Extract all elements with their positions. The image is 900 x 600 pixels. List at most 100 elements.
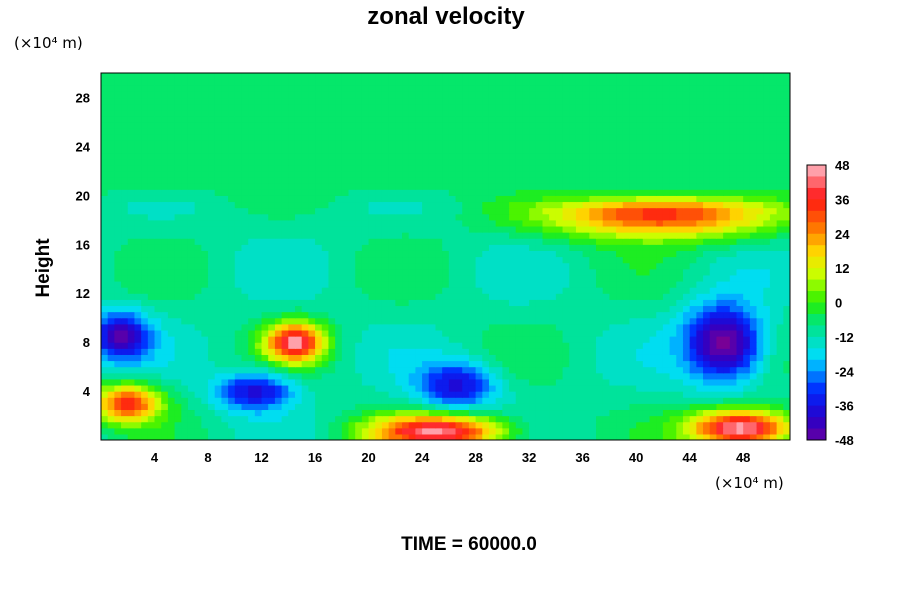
heatmap-cell: [274, 293, 283, 300]
heatmap-cell: [676, 391, 684, 398]
heatmap-cell: [763, 274, 771, 282]
heatmap-cell: [127, 195, 136, 203]
heatmap-cell: [589, 213, 597, 221]
heatmap-cell: [616, 372, 624, 380]
heatmap-cell: [596, 403, 604, 411]
heatmap-cell: [448, 342, 457, 349]
heatmap-cell: [121, 348, 129, 355]
heatmap-cell: [301, 427, 309, 435]
heatmap-cell: [308, 433, 316, 440]
heatmap-cell: [127, 311, 136, 319]
heatmap-cell: [181, 195, 189, 203]
heatmap-cell: [468, 342, 477, 349]
heatmap-cell: [241, 140, 249, 147]
heatmap-cell: [609, 189, 617, 196]
heatmap-cell: [187, 262, 196, 270]
heatmap-cell: [448, 384, 457, 392]
heatmap-cell: [321, 274, 330, 282]
heatmap-cell: [509, 409, 517, 417]
heatmap-cell: [348, 164, 356, 172]
heatmap-cell: [101, 403, 109, 411]
heatmap-cell: [228, 238, 236, 245]
heatmap-cell: [368, 207, 376, 215]
heatmap-cell: [315, 305, 323, 313]
heatmap-cell: [288, 232, 296, 239]
heatmap-cell: [669, 170, 677, 178]
heatmap-cell: [154, 317, 162, 325]
heatmap-cell: [549, 384, 557, 392]
heatmap-cell: [274, 421, 283, 429]
heatmap-cell: [589, 403, 597, 411]
heatmap-cell: [101, 183, 109, 190]
heatmap-cell: [234, 299, 243, 307]
heatmap-cell: [127, 140, 136, 147]
heatmap-cell: [462, 317, 470, 325]
heatmap-cell: [549, 256, 557, 264]
heatmap-cell: [214, 262, 223, 270]
heatmap-cell: [669, 323, 677, 331]
heatmap-cell: [468, 336, 477, 343]
heatmap-cell: [535, 268, 544, 276]
heatmap-cell: [248, 403, 256, 411]
heatmap-cell: [582, 262, 590, 270]
heatmap-cell: [368, 305, 376, 313]
heatmap-cell: [455, 189, 463, 196]
heatmap-cell: [769, 164, 778, 172]
heatmap-cell: [475, 336, 483, 343]
heatmap-cell: [294, 176, 303, 184]
heatmap-cell: [535, 146, 544, 154]
heatmap-cell: [522, 195, 530, 203]
heatmap-cell: [468, 189, 477, 196]
heatmap-cell: [448, 378, 457, 386]
heatmap-cell: [428, 238, 437, 245]
heatmap-cell: [769, 317, 778, 325]
heatmap-cell: [509, 250, 517, 258]
heatmap-cell: [542, 238, 550, 245]
heatmap-cell: [241, 378, 249, 386]
heatmap-cell: [187, 409, 196, 417]
heatmap-cell: [147, 268, 156, 276]
heatmap-cell: [281, 421, 289, 429]
heatmap-cell: [194, 299, 202, 307]
heatmap-cell: [341, 378, 350, 386]
heatmap-cell: [763, 311, 771, 319]
heatmap-cell: [549, 397, 557, 404]
heatmap-cell: [321, 244, 330, 251]
heatmap-cell: [535, 152, 544, 160]
heatmap-cell: [529, 293, 537, 300]
heatmap-cell: [328, 427, 336, 435]
heatmap-cell: [629, 287, 637, 294]
heatmap-cell: [468, 433, 477, 440]
heatmap-cell: [288, 317, 296, 325]
heatmap-cell: [769, 354, 778, 362]
heatmap-cell: [616, 164, 624, 172]
heatmap-cell: [187, 256, 196, 264]
heatmap-cell: [542, 262, 550, 270]
heatmap-cell: [368, 158, 376, 166]
heatmap-cell: [194, 378, 202, 386]
heatmap-cell: [475, 219, 483, 227]
heatmap-cell: [241, 311, 249, 319]
heatmap-cell: [609, 415, 617, 423]
heatmap-cell: [682, 354, 691, 362]
heatmap-cell: [167, 372, 176, 380]
heatmap-cell: [649, 348, 657, 355]
heatmap-cell: [482, 207, 490, 215]
heatmap-cell: [402, 189, 410, 196]
heatmap-cell: [288, 225, 296, 233]
heatmap-cell: [234, 256, 243, 264]
heatmap-cell: [187, 140, 196, 147]
heatmap-cell: [743, 250, 751, 258]
heatmap-cell: [294, 140, 303, 147]
heatmap-cell: [549, 433, 557, 440]
heatmap-cell: [502, 366, 510, 374]
heatmap-cell: [187, 403, 196, 411]
heatmap-cell: [696, 329, 704, 337]
heatmap-cell: [274, 366, 283, 374]
heatmap-cell: [696, 274, 704, 282]
heatmap-cell: [228, 262, 236, 270]
heatmap-cell: [408, 354, 416, 362]
heatmap-cell: [381, 225, 390, 233]
heatmap-cell: [194, 348, 202, 355]
heatmap-cell: [743, 280, 751, 288]
